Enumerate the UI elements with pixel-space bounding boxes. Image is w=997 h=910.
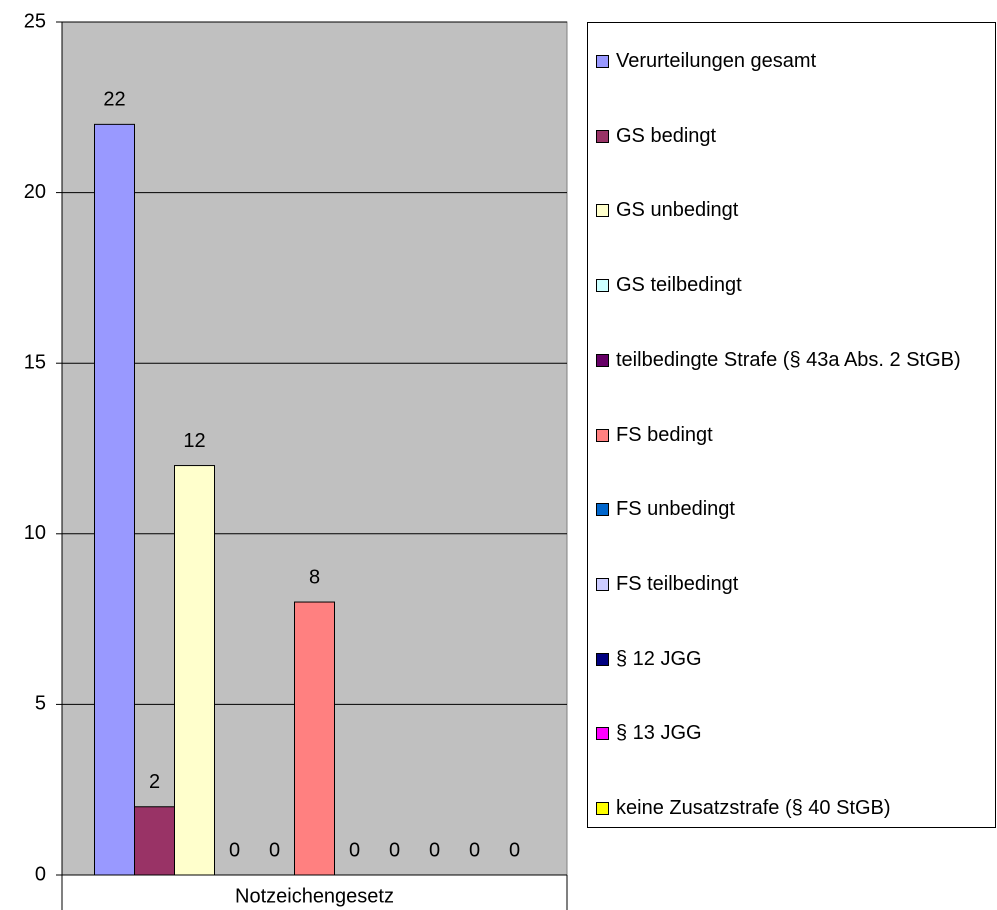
y-tick-label: 10 [24, 522, 46, 544]
bar [134, 806, 175, 876]
legend-label: § 13 JGG [616, 722, 702, 745]
data-label: 22 [103, 89, 125, 111]
legend-item: § 13 JGG [596, 716, 991, 750]
legend: Verurteilungen gesamt GS bedingt GS unbedi… [587, 22, 996, 828]
legend-label: GS unbedingt [616, 199, 739, 222]
y-tick-label: 25 [24, 10, 46, 32]
data-label: 0 [509, 839, 520, 861]
legend-label: keine Zusatzstrafe (§ 40 StGB) [616, 797, 891, 819]
legend-label: § 12 JGG [616, 647, 702, 670]
y-tick-label: 20 [24, 181, 46, 203]
data-label: 8 [309, 566, 320, 588]
legend-swatch [596, 353, 609, 367]
y-tick-label: 5 [35, 693, 46, 715]
data-label: 0 [229, 839, 240, 861]
legend-item: FS teilbedingt [596, 567, 991, 601]
legend-item: teilbedingte Strafe (§ 43a Abs. 2 StGB) [596, 343, 991, 377]
legend-label: FS teilbedingt [616, 572, 739, 595]
data-label: 0 [389, 839, 400, 861]
data-label: 0 [469, 839, 480, 861]
legend-label: teilbedingte Strafe (§ 43a Abs. 2 StGB) [616, 348, 961, 371]
data-label: 12 [183, 430, 205, 452]
y-tick-label: 0 [35, 863, 46, 885]
legend-label: Verurteilungen gesamt [616, 50, 817, 72]
legend-item: keine Zusatzstrafe (§ 40 StGB) [596, 791, 991, 825]
legend-label: FS bedingt [616, 423, 713, 446]
legend-swatch [596, 503, 609, 517]
legend-item: GS teilbedingt [596, 268, 991, 302]
legend-swatch [596, 428, 609, 442]
legend-swatch [596, 652, 609, 666]
legend-swatch [596, 577, 609, 591]
legend-swatch [596, 129, 609, 143]
data-label: 0 [349, 839, 360, 861]
x-tick-label: Notzeichengesetz [235, 885, 394, 907]
legend-item: GS bedingt [596, 119, 991, 153]
legend-swatch [596, 204, 609, 218]
data-label: 0 [269, 839, 280, 861]
legend-swatch [596, 279, 609, 293]
legend-swatch [596, 55, 609, 68]
legend-swatch [596, 727, 609, 741]
legend-label: GS bedingt [616, 124, 717, 147]
legend-item: Verurteilungen gesamt [596, 44, 991, 78]
legend-item: § 12 JGG [596, 642, 991, 676]
y-tick-label: 15 [24, 351, 46, 373]
bar [174, 465, 215, 876]
legend-label: GS teilbedingt [616, 274, 742, 297]
legend-swatch [596, 802, 609, 815]
legend-item: FS unbedingt [596, 492, 991, 526]
legend-item: FS bedingt [596, 418, 991, 452]
bar [294, 601, 335, 876]
legend-item: GS unbedingt [596, 193, 991, 227]
data-label: 2 [149, 771, 160, 793]
bar [94, 123, 135, 876]
legend-label: FS unbedingt [616, 498, 735, 521]
data-label: 0 [429, 839, 440, 861]
